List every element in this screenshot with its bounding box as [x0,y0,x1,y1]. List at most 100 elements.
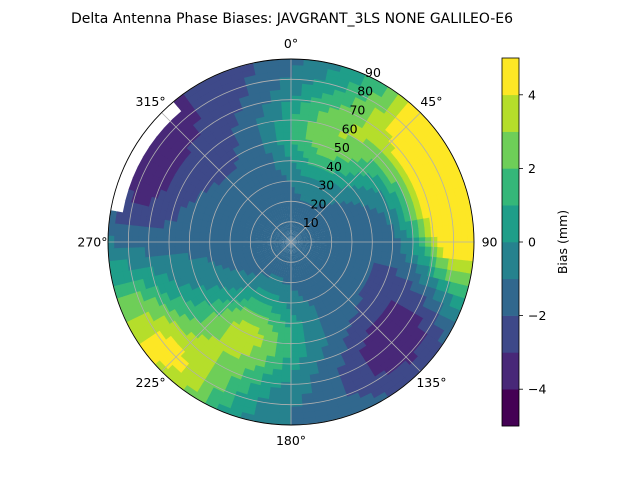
colorbar-ticks: −4 −2 0 2 4 [519,87,546,397]
contour-cell [267,248,275,254]
contour-cell [350,403,366,416]
contour-cell [305,195,312,204]
contour-cell [221,80,236,92]
contour-cell [282,231,288,238]
contour-cell [356,387,372,400]
contour-cell [274,255,281,263]
contour-cell [139,288,150,302]
contour-cell [289,400,303,408]
contour-cell [253,244,261,249]
contour-cell [401,122,415,137]
contour-cell [449,308,462,324]
contour-cell [284,223,288,231]
contour-cell [236,250,244,256]
contour-cell [316,221,324,227]
contour-cell [313,216,321,224]
contour-cell [287,278,291,286]
contour-cell [169,297,181,310]
contour-cell [291,113,301,121]
contour-cell [291,174,297,182]
contour-cell [442,247,451,260]
contour-cell [263,361,275,370]
contour-cell [292,247,296,255]
contour-cell [293,217,297,225]
contour-cell [222,127,235,139]
contour-cell [275,249,282,255]
contour-cell [441,280,452,295]
contour-cell [236,224,245,231]
contour-cell [284,242,291,246]
contour-cell [306,218,313,225]
contour-cell [263,224,271,230]
contour-cell [145,183,156,197]
contour-cell [299,206,305,214]
contour-cell [218,179,228,190]
contour-cell [302,70,317,80]
contour-cell [356,249,365,256]
contour-cell [204,116,218,129]
contour-cell [319,227,327,233]
contour-cell [156,188,167,201]
contour-cell [232,76,247,88]
contour-cell [431,327,445,343]
contour-cell [460,247,469,262]
contour-cell [287,235,291,242]
r-tick-label: 10 [303,215,319,230]
contour-cell [174,252,183,263]
contour-cell [284,253,288,261]
contour-cell [350,225,358,232]
contour-cell [424,227,433,239]
contour-cell [447,188,458,204]
contour-cell [356,360,370,373]
contour-cell [280,369,291,378]
contour-cell [266,220,273,227]
contour-cell [289,406,303,414]
contour-cell [301,232,309,237]
contour-cell [287,198,292,206]
contour-cell [299,219,305,227]
contour-cell [293,230,298,237]
contour-cell [299,368,310,377]
contour-cell [285,308,291,317]
contour-cell [199,256,209,265]
contour-cell [174,327,187,341]
contour-cell [295,224,301,232]
angular-tick-labels: 0° 45° 90 135° 180° 225° 270° 315° [77,36,497,448]
contour-cell [286,180,292,188]
contour-cell [277,219,283,227]
contour-cell [265,237,274,241]
contour-cell [273,201,279,209]
contour-cell [287,186,292,194]
contour-cell [437,236,445,249]
contour-cell [248,228,257,234]
contour-cell [276,200,282,208]
contour-cell [291,240,298,242]
contour-cell [342,381,356,393]
contour-cell [300,386,313,396]
contour-cell [293,223,297,231]
contour-cell [268,266,275,274]
contour-cell [288,242,291,249]
contour-cell [235,235,243,241]
contour-cell [331,252,340,258]
contour-cell [181,384,198,398]
contour-cell [168,236,176,247]
contour-cell [303,337,313,346]
contour-cell [321,235,329,240]
contour-cell [143,235,151,248]
contour-cell [280,252,286,259]
contour-cell [303,144,313,153]
contour-cell [235,384,249,396]
contour-cell [203,397,220,410]
contour-cell [443,319,457,336]
contour-cell [349,221,358,228]
contour-cell [296,234,303,239]
contour-cell [413,109,429,125]
contour-cell [308,243,317,247]
contour-cell [278,242,285,245]
contour-cell [307,367,320,376]
contour-cell [325,250,334,256]
contour-cell [266,211,274,219]
contour-cell [281,302,287,310]
contour-cell [391,158,404,172]
